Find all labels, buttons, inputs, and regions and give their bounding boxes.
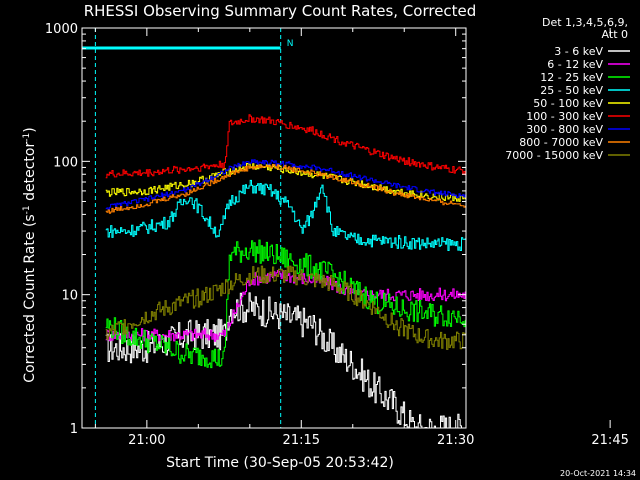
footer-date: 20-Oct-2021 14:34 [560,469,636,478]
chart-title: RHESSI Observing Summary Count Rates, Co… [84,2,477,20]
y-tick-label-1: 10 [61,289,78,304]
series-line-6 [105,159,466,210]
plot-area [82,28,466,428]
series-line-4 [105,163,466,202]
legend-label-1: 6 - 12 keV [547,58,603,71]
x-tick-label-3: 21:45 [591,433,628,448]
x-tick-label-2: 21:30 [437,433,474,448]
legend-header-1: Att 0 [602,28,628,41]
series-line-2 [105,239,466,369]
legend-label-7: 800 - 7000 keV [519,136,603,149]
series-line-7 [105,164,466,214]
axes: NS21:0021:1521:3021:4522:0022:1522:30110… [45,22,629,448]
legend-label-6: 300 - 800 keV [526,123,603,136]
legend-label-4: 50 - 100 keV [533,97,603,110]
y-tick-label-2: 100 [53,155,78,170]
x-tick-label-1: 21:15 [283,433,320,448]
legend-label-2: 12 - 25 keV [540,71,603,84]
x-axis-label: Start Time (30-Sep-05 20:53:42) [166,455,394,471]
y-axis-label: Corrected Count Rate (s-1 detector-1) [22,127,38,382]
plot-frame [81,27,467,429]
legend-label-0: 3 - 6 keV [554,45,603,58]
series-line-8 [105,265,466,350]
series-line-3 [105,179,466,251]
y-axis-label-sup2: -1 [22,133,32,142]
y-tick-label-0: 1 [70,422,78,437]
legend-label-5: 100 - 300 keV [526,110,603,123]
series-line-5 [105,114,466,179]
x-tick-label-0: 21:00 [128,433,165,448]
y-axis-label-end: ) [22,127,38,132]
y-tick-label-3: 1000 [45,22,78,37]
legend-label-8: 7000 - 15000 keV [505,149,603,162]
y-axis-label-sup1: -1 [22,205,32,214]
flag-label-0: N [287,39,294,49]
series-line-0 [105,292,466,428]
y-axis-label-main: Corrected Count Rate (s [22,214,38,382]
legend-header-0: Det 1,3,4,5,6,9, [542,16,628,29]
y-axis-label-mid: detector [22,142,38,206]
legend-label-3: 25 - 50 keV [540,84,603,97]
